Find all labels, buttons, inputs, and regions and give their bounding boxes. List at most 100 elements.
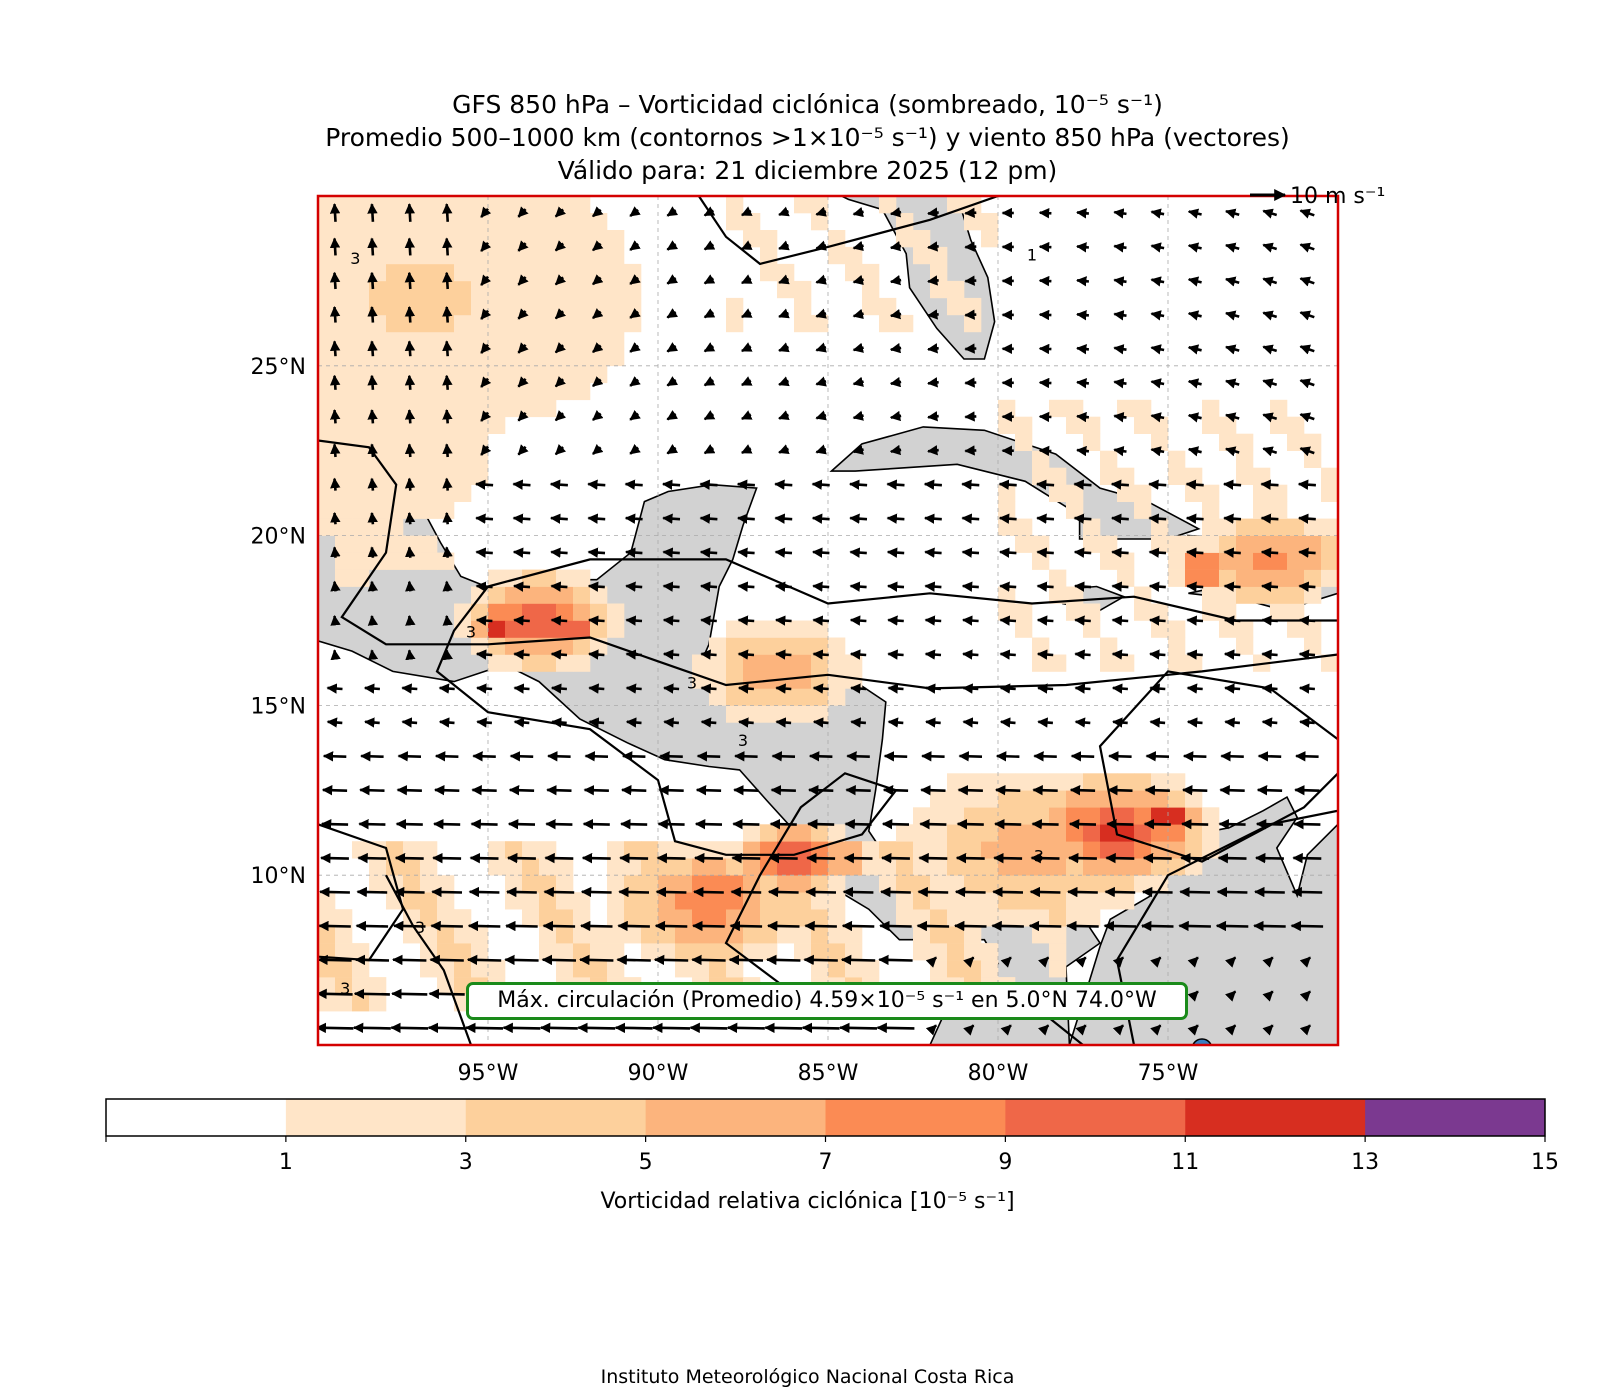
vorticity-cell xyxy=(437,399,455,418)
wind-vector xyxy=(582,818,610,830)
wind-vector xyxy=(1076,445,1090,457)
vorticity-cell xyxy=(811,909,829,927)
vorticity-cell xyxy=(539,841,557,859)
wind-vector xyxy=(778,206,790,217)
vorticity-cell xyxy=(420,892,438,910)
vorticity-cell xyxy=(811,960,829,978)
vorticity-cell xyxy=(318,348,336,367)
wind-vector xyxy=(703,308,716,319)
vorticity-cell xyxy=(1304,535,1322,553)
vorticity-cell xyxy=(1321,484,1338,502)
colorbar-tick-label: 7 xyxy=(819,1150,833,1175)
vorticity-cell xyxy=(1100,892,1118,910)
vorticity-cell xyxy=(454,603,472,621)
vorticity-cell xyxy=(386,467,404,485)
wind-vector xyxy=(845,785,871,796)
vorticity-cell xyxy=(420,467,438,485)
vorticity-cell xyxy=(437,280,455,299)
vorticity-cell xyxy=(1321,467,1338,485)
vorticity-cell xyxy=(386,297,404,316)
wind-vector xyxy=(1292,852,1322,864)
vorticity-cell xyxy=(811,875,829,893)
wind-vector xyxy=(354,954,390,966)
wind-vector xyxy=(438,717,455,728)
wind-vector xyxy=(1104,886,1136,898)
wind-vector xyxy=(1150,208,1165,219)
vorticity-cell xyxy=(539,943,557,961)
contour-line xyxy=(697,196,999,266)
vorticity-cell xyxy=(1219,586,1237,604)
wind-vector xyxy=(405,546,416,558)
wind-vector xyxy=(703,240,716,251)
wind-vector xyxy=(653,954,689,966)
vorticity-cell xyxy=(1134,773,1152,791)
contour-label: 3 xyxy=(340,979,350,998)
wind-vector xyxy=(509,751,534,762)
wind-vector xyxy=(1076,411,1090,423)
vorticity-cell xyxy=(607,620,625,638)
vorticity-cell xyxy=(573,297,591,316)
vorticity-cell xyxy=(1117,467,1135,485)
vorticity-cell xyxy=(828,824,846,842)
wind-vector xyxy=(318,988,353,1000)
wind-vector xyxy=(329,203,341,222)
vorticity-cell xyxy=(743,705,761,723)
vorticity-cell xyxy=(1236,467,1254,485)
wind-vector xyxy=(1038,1024,1050,1036)
vorticity-cell xyxy=(1168,773,1186,791)
wind-vector xyxy=(554,206,567,218)
wind-vector xyxy=(1225,956,1237,968)
wind-vector xyxy=(616,954,651,966)
vorticity-cell xyxy=(998,501,1016,519)
vorticity-cell xyxy=(420,280,438,299)
vorticity-cell xyxy=(403,382,421,401)
wind-vector xyxy=(778,308,790,319)
wind-vector xyxy=(807,818,835,830)
wind-vector xyxy=(1299,242,1315,253)
vorticity-cell xyxy=(1066,909,1084,927)
vorticity-cell xyxy=(743,841,761,859)
wind-vector xyxy=(764,1022,803,1034)
vorticity-cell xyxy=(998,484,1016,502)
vorticity-cell xyxy=(641,841,659,859)
vorticity-cell xyxy=(675,943,693,961)
wind-vector xyxy=(1076,343,1090,355)
wind-vector xyxy=(1299,956,1312,968)
wind-vector xyxy=(517,308,529,320)
vorticity-cell xyxy=(386,399,404,418)
vorticity-cell xyxy=(1049,773,1067,791)
vorticity-cell xyxy=(879,858,897,876)
vorticity-cell xyxy=(1083,807,1101,825)
vorticity-cell xyxy=(1032,790,1050,808)
vorticity-cell xyxy=(420,382,438,401)
wind-vector xyxy=(517,444,529,456)
vorticity-cell xyxy=(760,875,778,893)
vorticity-cell xyxy=(760,705,778,723)
vorticity-cell xyxy=(947,892,965,910)
vorticity-cell xyxy=(964,314,982,333)
wind-vector xyxy=(1150,242,1165,253)
vorticity-cell xyxy=(624,909,642,927)
vorticity-cell xyxy=(1015,892,1033,910)
vorticity-cell xyxy=(794,892,812,910)
wind-vector xyxy=(620,785,647,796)
vorticity-cell xyxy=(777,926,795,944)
wind-vector xyxy=(480,274,492,286)
wind-vector xyxy=(1299,310,1315,321)
wind-vector xyxy=(1216,886,1248,898)
vorticity-cell xyxy=(403,875,421,893)
wind-vector xyxy=(517,274,529,286)
wind-vector xyxy=(321,785,348,796)
vorticity-cell xyxy=(1083,892,1101,910)
vorticity-cell xyxy=(505,654,523,672)
vorticity-cell xyxy=(1134,416,1152,434)
wind-vector xyxy=(1150,378,1165,389)
wind-vector xyxy=(541,954,577,966)
wind-vector xyxy=(442,203,453,222)
vorticity-cell xyxy=(675,875,693,893)
wind-vector xyxy=(1144,785,1170,796)
wind-vector xyxy=(964,241,977,252)
vorticity-cell xyxy=(386,450,404,468)
vorticity-cell xyxy=(454,467,472,485)
wind-vector xyxy=(1149,717,1166,728)
